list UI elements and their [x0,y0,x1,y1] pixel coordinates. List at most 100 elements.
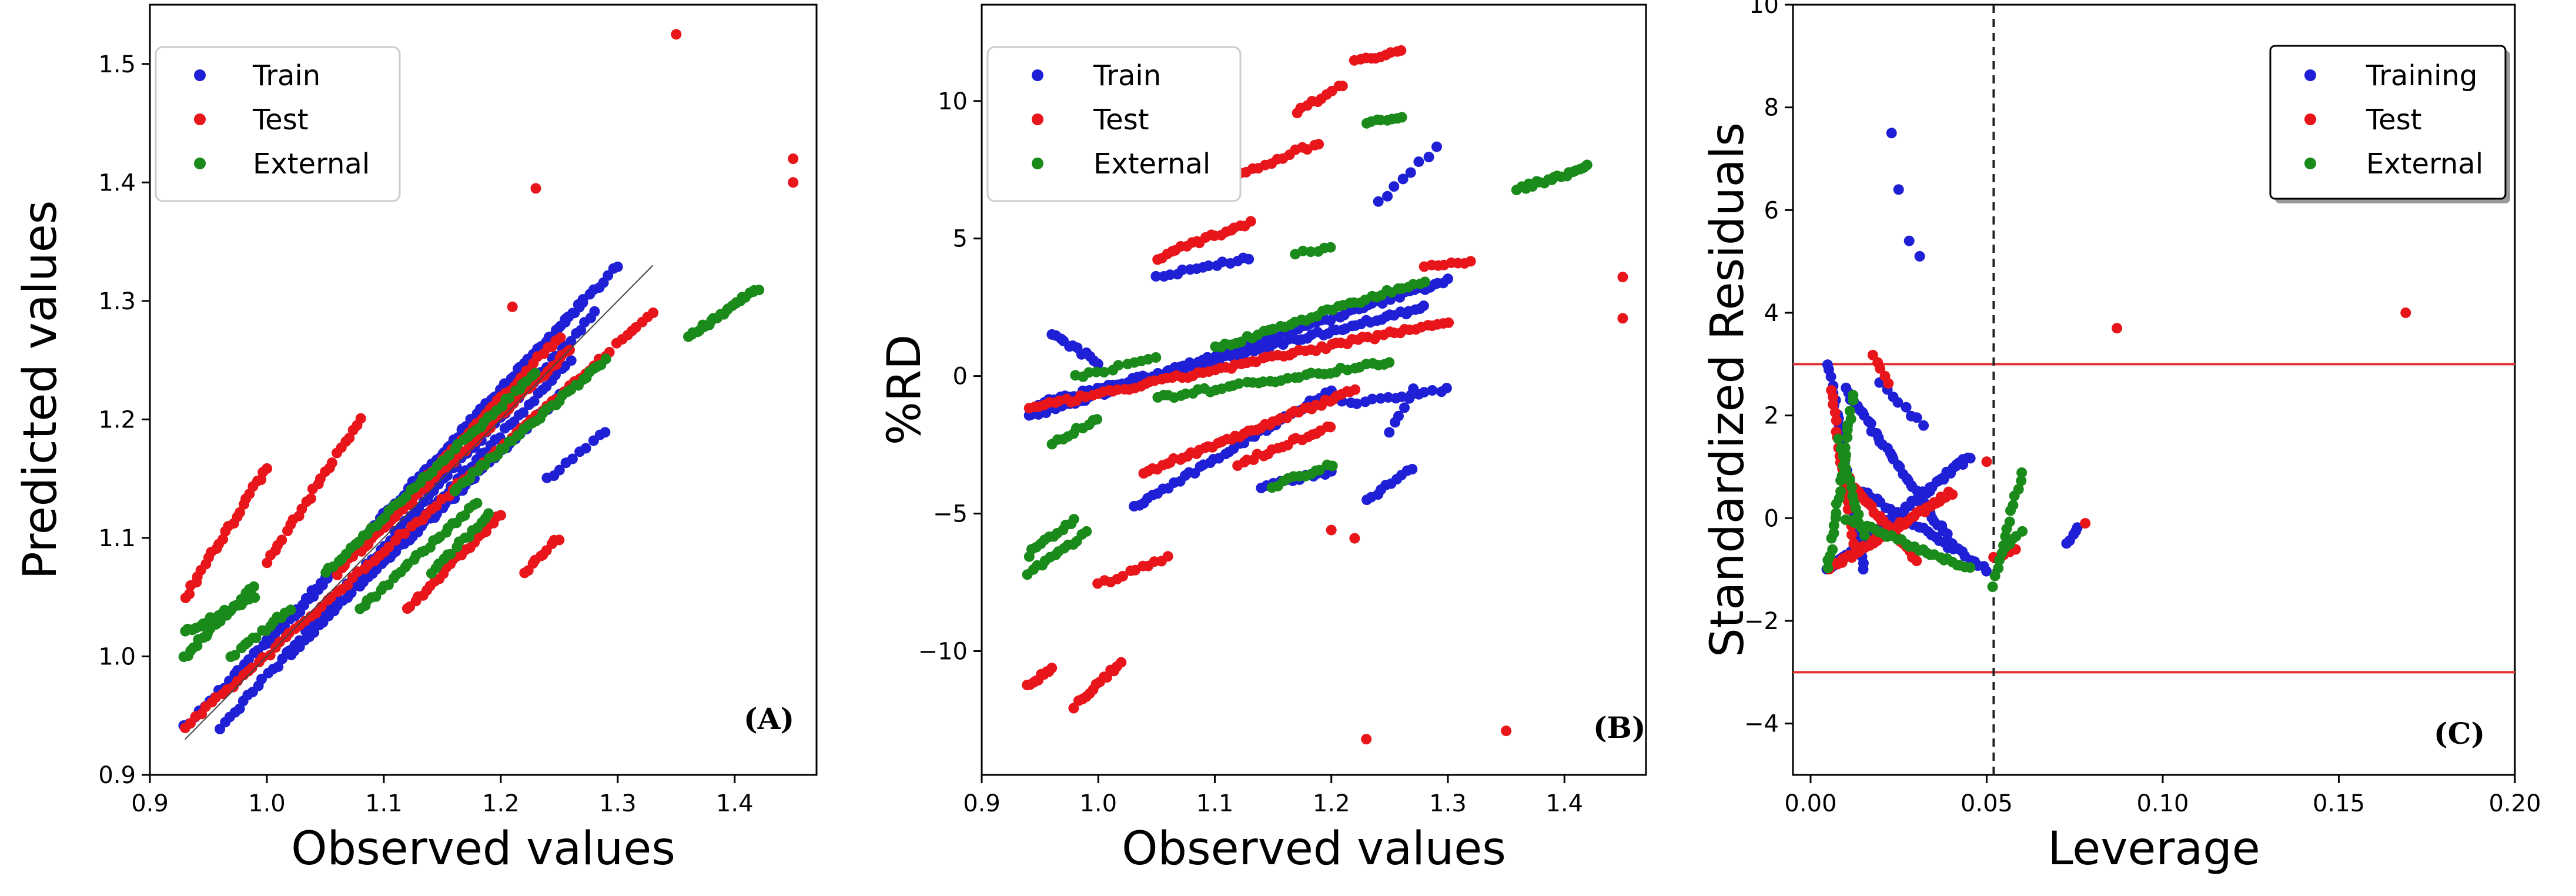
panel-b-point-external [1314,464,1325,476]
panel-a-x-axis-label: Observed values [291,823,675,875]
panel-a-point-test [507,301,518,312]
panel-a-x-tick-label: 1.4 [716,790,754,817]
panel-c-point-training [1901,402,1912,413]
panel-b-point-train [1423,152,1434,163]
panel-b-point-test [1116,657,1127,668]
panel-b-point-test [1349,533,1360,544]
panel-c-point-test [1846,529,1857,540]
panel-b-point-train [1165,269,1176,280]
panel-a-legend-external: External [253,148,370,180]
panel-a-point-train [600,427,611,438]
panel-a-point-test [530,183,541,194]
panel-a-point-external [600,353,611,365]
panel-c-point-external [1827,544,1838,555]
panel-b-point-external [1396,112,1407,123]
panel-a-point-external [530,367,541,379]
panel-b-point-test [1325,422,1336,433]
panel-c-y-tick-label: −4 [1744,711,1779,738]
panel-c-point-external [2016,467,2028,478]
panel-c-legend-marker-training [2304,69,2316,81]
panel-b-x-axis-label: Observed values [1122,823,1506,875]
panel-c-y-tick-label: 6 [1764,197,1779,224]
panel-b-point-train [1431,141,1442,152]
panel-c-point-training [1903,235,1915,246]
panel-c-point-external [1844,406,1855,417]
panel-a-point-train [576,325,586,336]
panel-b-legend-external: External [1093,148,1210,180]
panel-b-point-test [1443,317,1454,328]
panel-a-x-tick-label: 1.1 [365,790,403,817]
panel-c-point-test [1828,391,1839,402]
panel-b-legend-box [986,46,1242,202]
panel-c-point-training [1892,397,1903,408]
panel-b-point-external [1092,414,1103,425]
panel-c-point-external [1859,530,1870,541]
panel-c-point-external [1831,507,1842,519]
panel-a-point-test [305,493,316,504]
panel-b-point-train [1092,359,1103,370]
panel-b-point-external [1420,276,1430,287]
panel-c-x-ticks: 0.00 0.05 0.10 0.15 0.20 [1784,775,2541,817]
panel-c-x-tick-label: 0.05 [1961,790,2013,817]
panel-c-point-test [1848,538,1859,549]
panel-a-y-tick-label: 1.4 [98,169,136,196]
panel-c-legend-training: Training [2366,59,2477,92]
panel-c-point-training [1825,371,1836,382]
panel-a-point-train [566,355,577,366]
panel-a-point-test [218,534,229,545]
panel-c-y-tick-label: 0 [1764,505,1779,532]
panel-c-x-tick-label: 0.00 [1784,790,1836,817]
panel-c-point-external [2008,500,2019,511]
panel-b: 0.9 1.0 1.1 1.2 1.3 1.4 −10 −5 0 5 10 Observed va… [878,4,1647,875]
panel-a-point-train [518,407,528,418]
panel-b-point-external [1297,245,1309,256]
panel-c-y-tick-label: 2 [1764,403,1779,430]
panel-c-point-training [1893,184,1904,195]
panel-b-point-train [1382,190,1393,202]
panel-b-point-external [1081,526,1092,537]
panel-c-x-tick-label: 0.15 [2313,790,2365,817]
panel-b-point-train [1367,393,1378,404]
panel-c-legend-marker-test [2304,113,2316,125]
panel-a-legend-marker-train [194,69,206,81]
panel-c-marks [1821,128,2411,592]
panel-a-point-test [671,29,682,40]
panel-b-point-train [1389,181,1400,192]
panel-a-identity-line [184,265,654,740]
panel-b-point-train [1419,387,1430,398]
panel-a-y-axis-label: Predicted values [14,200,67,580]
panel-b-point-train [1243,253,1254,265]
panel-a-legend-marker-test [194,113,206,125]
panel-b-x-tick-label: 1.3 [1429,790,1467,817]
panel-c-point-external [1835,486,1846,497]
panel-c-point-training [1865,418,1876,429]
panel-a-point-train [273,661,284,672]
panel-a-y-tick-label: 1.2 [98,406,136,433]
panel-c-legend-external: External [2366,148,2483,180]
panel-c-point-external [1828,527,1839,539]
panel-b-point-test [1337,81,1348,92]
panel-a-point-train [528,396,540,407]
panel-a-point-train [612,261,623,272]
panel-c-y-ticks: −4 −2 0 2 4 6 8 10 [1744,0,1793,738]
panel-c-point-training [1981,566,1992,577]
panel-c-legend-marker-external [2304,158,2316,169]
panel-b-point-external [1327,460,1338,472]
panel-b-point-test [1396,45,1407,56]
panel-b-x-tick-label: 1.4 [1545,790,1583,817]
panel-c-x-axis-label: Leverage [2048,823,2260,875]
panel-a-point-external [471,497,483,509]
panel-b-point-train [1373,196,1384,207]
panel-c-point-training [1858,564,1869,575]
panel-c-x-tick-label: 0.20 [2488,790,2541,817]
panel-c-point-test [1829,407,1841,418]
panel-c-y-tick-label: 4 [1764,300,1779,327]
panel-a-point-test [326,457,337,469]
panel-c-y-tick-label: −2 [1744,608,1779,635]
panel-c-tag: (C) [2434,716,2485,751]
panel-b-y-tick-label: −10 [918,638,968,665]
panel-b-x-ticks: 0.9 1.0 1.1 1.2 1.3 1.4 [963,775,1583,817]
panel-b-point-test [1465,256,1476,267]
panel-c-point-external [1845,413,1856,424]
panel-b-point-external [1113,360,1124,371]
